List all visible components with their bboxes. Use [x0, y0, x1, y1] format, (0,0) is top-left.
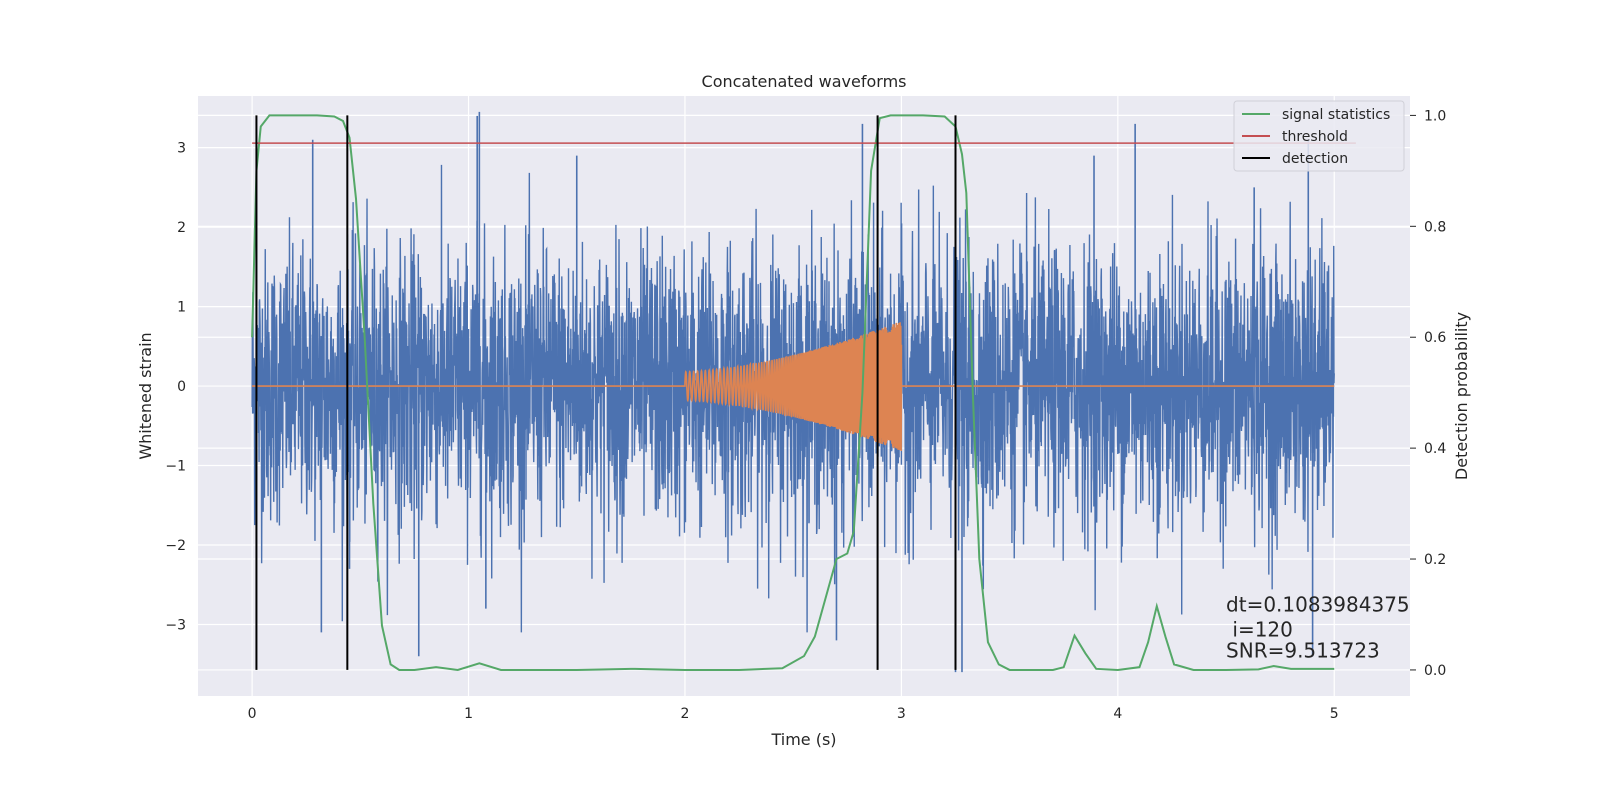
noise-line	[251, 164, 1335, 633]
x-tick-label: 3	[897, 706, 906, 722]
y-axis-right-label: Detection probability	[1452, 312, 1471, 480]
legend-box	[1233, 100, 1405, 172]
x-axis-label: Time (s)	[770, 730, 836, 749]
signal-statistics-line	[251, 114, 1335, 671]
y-tick-label: −3	[165, 617, 186, 633]
legend-label-signal: signal statistics	[1282, 107, 1390, 123]
y-right-tick-label: 0.8	[1424, 219, 1446, 235]
y-right-tick-label: 0.2	[1424, 552, 1446, 568]
y-tick-label: −2	[165, 538, 186, 554]
y-tick-label: 2	[177, 220, 186, 236]
chirp-line	[252, 322, 1335, 452]
noise-series	[251, 111, 1335, 673]
x-tick-label: 1	[464, 706, 473, 722]
annotation-dt: dt=0.1083984375	[1226, 593, 1410, 617]
x-tick-label: 5	[1330, 706, 1339, 722]
y-right-tick-label: 0.6	[1424, 330, 1446, 346]
y-tick-label: 1	[177, 300, 186, 316]
annotations: dt=0.1083984375 i=120 SNR=9.513723	[1226, 593, 1410, 663]
x-tick-label: 0	[248, 706, 257, 722]
probability-series	[251, 114, 1356, 671]
x-tick-label: 4	[1113, 706, 1122, 722]
x-tick-label: 2	[681, 706, 690, 722]
y-right-tick-label: 0.0	[1424, 663, 1446, 679]
chirp-series	[252, 322, 1335, 452]
annotation-snr: SNR=9.513723	[1226, 639, 1380, 663]
y-tick-label: 3	[177, 141, 186, 157]
y-right-tick-label: 0.4	[1424, 441, 1446, 457]
annotation-i: i=120	[1226, 618, 1293, 642]
y-tick-label: 0	[177, 379, 186, 395]
y-axis-label: Whitened strain	[136, 332, 155, 459]
chart-title: Concatenated waveforms	[702, 72, 907, 91]
tick-labels: 0 1 2 3 4 5 −3 −2 −1 0 1 2 3 0.0 0.2 0.4 0.6 0.8 1.0	[165, 108, 1446, 722]
y-tick-label: −1	[165, 459, 186, 475]
legend: signal statistics threshold detection	[1233, 100, 1405, 172]
legend-label-detection: detection	[1282, 151, 1348, 167]
y-right-tick-label: 1.0	[1424, 108, 1446, 124]
legend-label-threshold: threshold	[1282, 129, 1348, 145]
